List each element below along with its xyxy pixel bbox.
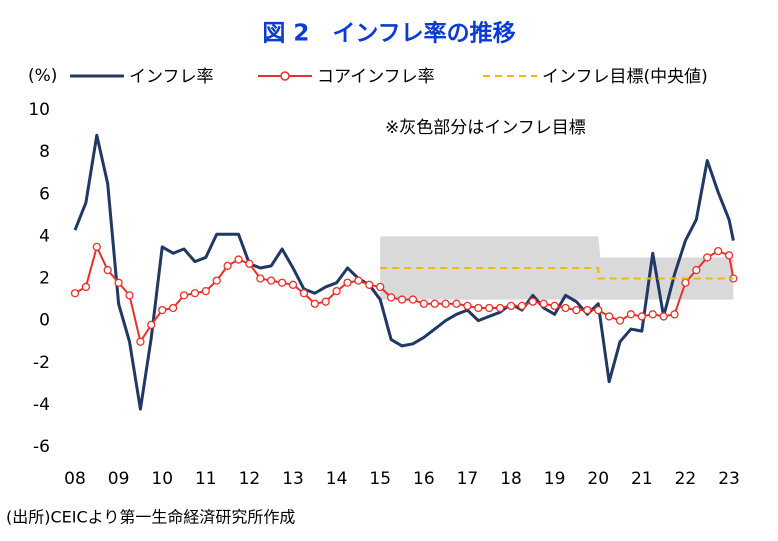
series-marker: [441, 299, 450, 308]
series-marker: [179, 291, 189, 300]
series-marker: [703, 253, 712, 262]
series-marker: [659, 312, 668, 321]
x-tick-label: 20: [587, 469, 609, 489]
series-line: [73, 133, 735, 411]
series-marker: [125, 291, 134, 300]
series-marker: [572, 305, 581, 315]
series-marker: [343, 278, 352, 287]
series-marker: [158, 305, 167, 315]
annotation: ※灰色部分はインフレ目標: [385, 118, 586, 138]
y-tick-label: -2: [33, 353, 50, 373]
series-marker: [267, 276, 276, 285]
series-marker: [419, 299, 428, 308]
x-tick-label: 15: [369, 469, 391, 489]
series-marker: [474, 303, 483, 313]
x-tick-label: 18: [500, 469, 522, 489]
x-tick-label: 12: [239, 469, 261, 489]
x-tick-label: 14: [326, 469, 348, 489]
series-marker: [648, 310, 657, 319]
x-tick-label: 08: [64, 469, 86, 489]
series-marker: [321, 297, 330, 306]
legend-label: コアインフレ率: [317, 67, 435, 87]
series-marker: [626, 310, 636, 319]
series-marker: [637, 312, 646, 321]
series-marker: [288, 280, 298, 289]
series-marker: [604, 312, 614, 321]
series-marker: [561, 303, 570, 313]
series-marker: [332, 286, 341, 296]
series-marker: [354, 276, 363, 285]
series-marker: [539, 299, 548, 308]
series-marker: [256, 274, 265, 283]
series-line: [380, 266, 734, 280]
x-tick-label: 22: [675, 469, 697, 489]
x-tick-label: 21: [631, 469, 653, 489]
series-marker: [136, 337, 145, 346]
series-marker: [430, 299, 439, 308]
legend-label: インフレ目標(中央値): [542, 67, 708, 87]
series-marker: [168, 303, 178, 313]
series-marker: [615, 316, 625, 325]
series-marker: [299, 289, 309, 298]
series-marker: [681, 278, 690, 287]
x-tick-label: 16: [413, 469, 435, 489]
series-marker: [223, 261, 232, 271]
series-marker: [408, 295, 418, 304]
series-marker: [495, 303, 505, 313]
y-tick-label: 10: [28, 100, 50, 120]
chart-title: 図 2 インフレ率の推移: [262, 20, 515, 47]
series-marker: [386, 293, 396, 302]
legend-label: インフレ率: [129, 67, 214, 87]
series-marker: [365, 280, 374, 289]
series-marker: [376, 282, 385, 292]
series-marker: [277, 278, 287, 287]
y-tick-label: 6: [39, 184, 50, 204]
x-tick-label: 13: [282, 469, 304, 489]
series-marker: [147, 320, 156, 329]
series-marker: [70, 289, 80, 298]
x-tick-label: 19: [544, 469, 566, 489]
series-marker: [670, 310, 679, 319]
series-marker: [485, 303, 494, 313]
x-tick-label: 17: [457, 469, 479, 489]
series-marker: [212, 276, 221, 285]
y-tick-label: 8: [39, 142, 50, 162]
series-marker: [201, 286, 210, 296]
x-tick-label: 11: [195, 469, 217, 489]
series-marker: [245, 259, 254, 268]
y-tick-label: -6: [33, 437, 50, 457]
series-marker: [517, 301, 527, 311]
series-marker: [713, 246, 723, 256]
y-tick-label: 4: [39, 226, 50, 246]
legend-marker: [280, 71, 290, 81]
y-unit: (%): [28, 66, 57, 86]
series-marker: [92, 242, 101, 252]
series-marker: [234, 255, 243, 264]
series-marker: [81, 282, 91, 292]
series-marker: [506, 301, 516, 311]
series-marker: [724, 251, 734, 260]
series-marker: [692, 265, 701, 275]
y-tick-label: 2: [39, 269, 50, 289]
x-tick-label: 23: [718, 469, 740, 489]
source: (出所)CEICより第一生命経済研究所作成: [6, 508, 295, 527]
series-marker: [190, 289, 200, 298]
series-marker: [114, 278, 123, 287]
series-marker: [452, 299, 461, 308]
series-marker: [583, 305, 592, 315]
x-tick-label: 10: [151, 469, 173, 489]
x-tick-label: 09: [108, 469, 130, 489]
target-band: [380, 236, 734, 300]
series-marker: [463, 301, 472, 311]
series-marker: [397, 295, 407, 304]
series-marker: [528, 297, 537, 306]
series-marker: [594, 305, 603, 315]
series-marker: [103, 265, 112, 275]
y-tick-label: -4: [33, 395, 50, 415]
series-marker: [550, 301, 559, 311]
series-marker: [310, 299, 319, 308]
y-tick-label: 0: [39, 311, 50, 331]
